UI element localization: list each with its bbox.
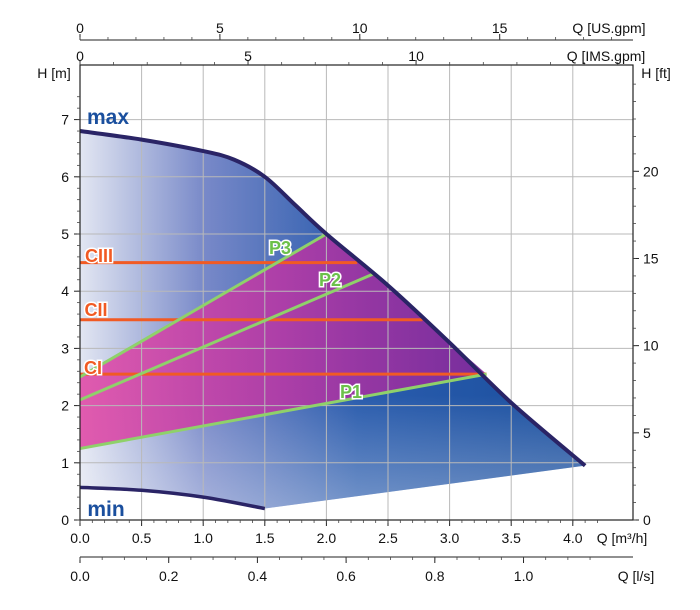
max-label: max (87, 106, 129, 129)
x-bottom-tick-label: 1.5 (255, 530, 275, 546)
x-bottom-tick-label: 0.0 (70, 530, 90, 546)
y-right-tick-label: 0 (643, 512, 651, 528)
x-bottom-axis-title: Q [m³/h] (597, 530, 648, 546)
y-left-tick-label: 6 (61, 169, 69, 185)
series-label-p1: P1 (340, 382, 362, 402)
series-label-ciii: CIII (85, 246, 113, 266)
min-curve (79, 485, 266, 511)
y-left-axis-title: H [m] (37, 65, 70, 81)
y-left-tick-label: 5 (61, 226, 69, 242)
x-bottom-tick-label: 2.5 (378, 530, 398, 546)
y-right-tick-label: 15 (643, 250, 659, 266)
x-top2-tick-label: 0 (76, 48, 84, 64)
x-bottom-tick-label: 4.0 (563, 530, 583, 546)
x-bottom2-tick-label: 0.0 (70, 568, 90, 584)
x-top-tick-label: 10 (352, 20, 368, 36)
control-zone (80, 234, 487, 449)
y-left-tick-label: 4 (61, 283, 69, 299)
max-curve (79, 129, 587, 468)
x-top-tick-label: 5 (216, 20, 224, 36)
x-top-tick-label: 0 (76, 20, 84, 36)
x-bottom-tick-label: 3.5 (501, 530, 521, 546)
series-label-ci: CI (84, 358, 102, 378)
series-line-p3 (80, 232, 328, 379)
y-right-tick-label: 10 (643, 338, 659, 354)
x-bottom2-tick-label: 1.0 (514, 568, 534, 584)
x-bottom-tick-label: 2.0 (317, 530, 337, 546)
x-top2-tick-label: 10 (408, 48, 424, 64)
x-bottom2-tick-label: 0.2 (159, 568, 179, 584)
x-top2-tick-label: 5 (244, 48, 252, 64)
x-bottom2-tick-label: 0.8 (425, 568, 445, 584)
series-line-p1 (80, 372, 487, 450)
x-bottom-tick-label: 1.0 (193, 530, 213, 546)
y-left-tick-label: 1 (61, 455, 69, 471)
x-bottom2-axis-title: Q [l/s] (618, 568, 655, 584)
min-label: min (87, 498, 124, 521)
x-top-axis-title: Q [US.gpm] (572, 20, 645, 36)
y-left-tick-label: 3 (61, 340, 69, 356)
y-right-tick-label: 5 (643, 425, 651, 441)
x-bottom2-tick-label: 0.4 (248, 568, 268, 584)
y-left-tick-label: 2 (61, 398, 69, 414)
x-bottom-tick-label: 3.0 (440, 530, 460, 546)
series-line-p2 (80, 272, 374, 402)
x-bottom2-tick-label: 0.6 (336, 568, 356, 584)
series-label-p2: P2 (319, 270, 341, 290)
y-right-axis-title: H [ft] (641, 65, 671, 81)
y-right-tick-label: 20 (643, 163, 659, 179)
y-left-tick-label: 0 (61, 512, 69, 528)
series-label-p3: P3 (269, 238, 291, 258)
x-top-tick-label: 15 (492, 20, 508, 36)
plot-frame (79, 64, 634, 521)
x-bottom-tick-label: 0.5 (132, 530, 152, 546)
x-top2-axis-title: Q [IMS.gpm] (567, 48, 646, 64)
series-label-cii: CII (84, 300, 107, 320)
y-left-tick-label: 7 (61, 112, 69, 128)
